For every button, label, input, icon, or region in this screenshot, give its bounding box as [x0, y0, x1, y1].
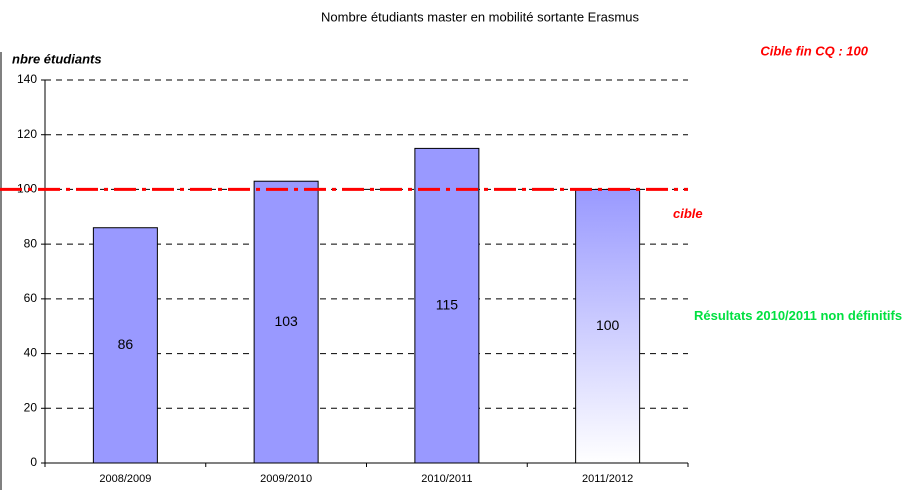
- x-tick-label: 2011/2012: [582, 473, 633, 485]
- chart-title: Nombre étudiants master en mobilité sort…: [321, 9, 639, 24]
- x-tick-label: 2009/2010: [260, 473, 312, 485]
- target-label: cible: [673, 206, 703, 221]
- annotation: Cible fin CQ : 100: [760, 43, 868, 58]
- y-tick-label: 60: [24, 291, 38, 305]
- data-label: 103: [274, 313, 298, 329]
- y-tick-label: 120: [17, 127, 37, 141]
- x-tick-label: 2008/2009: [99, 473, 151, 485]
- data-label: 115: [436, 296, 459, 312]
- y-tick-label: 0: [30, 455, 37, 469]
- bar: [92, 227, 158, 464]
- bar: [253, 180, 319, 464]
- bar: [575, 188, 641, 464]
- y-axis-label: nbre étudiants: [12, 51, 102, 66]
- x-tick-label: 2010/2011: [421, 473, 472, 485]
- bar: [414, 147, 480, 464]
- y-tick-label: 100: [17, 182, 37, 196]
- annotation: Résultats 2010/2011 non définitifs: [694, 308, 903, 323]
- y-tick-label: 80: [24, 236, 38, 250]
- y-tick-label: 140: [17, 72, 37, 86]
- y-tick-label: 20: [24, 400, 38, 414]
- data-label: 100: [596, 317, 620, 333]
- y-tick-label: 40: [24, 346, 38, 360]
- data-label: 86: [118, 336, 134, 352]
